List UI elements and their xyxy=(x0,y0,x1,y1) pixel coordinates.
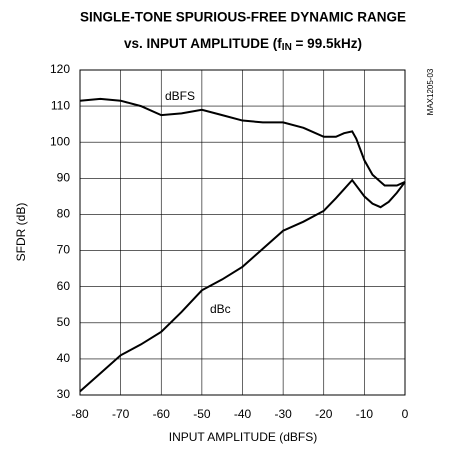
x-axis-label: INPUT AMPLITUDE (dBFS) xyxy=(169,430,317,444)
series-line xyxy=(79,178,406,393)
x-tick-label: -30 xyxy=(274,407,292,421)
y-tick-label: 50 xyxy=(57,315,71,329)
figure-id: MAX1205-03 xyxy=(426,68,435,115)
series-line xyxy=(79,97,406,187)
subtitle-part: = 99.5kHz) xyxy=(292,36,362,51)
y-tick-label: 80 xyxy=(57,207,71,221)
y-tick-label: 100 xyxy=(50,134,70,148)
y-tick-label: 70 xyxy=(57,243,71,257)
y-tick-label: 60 xyxy=(57,279,71,293)
subtitle-subscript: IN xyxy=(282,42,292,53)
y-axis-label: SFDR (dB) xyxy=(14,203,28,262)
x-tick-label: -50 xyxy=(193,407,211,421)
subtitle-part: vs. INPUT AMPLITUDE (f xyxy=(124,36,282,51)
series-label: dBFS xyxy=(165,89,195,103)
x-tick-label: -40 xyxy=(234,407,252,421)
series-label: dBc xyxy=(210,302,231,316)
x-tick-label: -70 xyxy=(112,407,130,421)
x-tick-label: -10 xyxy=(356,407,374,421)
y-tick-label: 30 xyxy=(57,387,71,401)
x-tick-label: 0 xyxy=(402,407,409,421)
y-tick-label: 90 xyxy=(57,171,71,185)
chart-subtitle: vs. INPUT AMPLITUDE (fIN = 99.5kHz) xyxy=(124,36,362,53)
y-tick-label: 110 xyxy=(51,98,70,112)
y-tick-label: 40 xyxy=(57,351,71,365)
y-tick-label: 120 xyxy=(50,62,70,76)
chart-title: SINGLE-TONE SPURIOUS-FREE DYNAMIC RANGE xyxy=(80,10,406,25)
x-tick-label: -80 xyxy=(71,407,89,421)
x-tick-label: -20 xyxy=(315,407,333,421)
x-tick-label: -60 xyxy=(153,407,171,421)
